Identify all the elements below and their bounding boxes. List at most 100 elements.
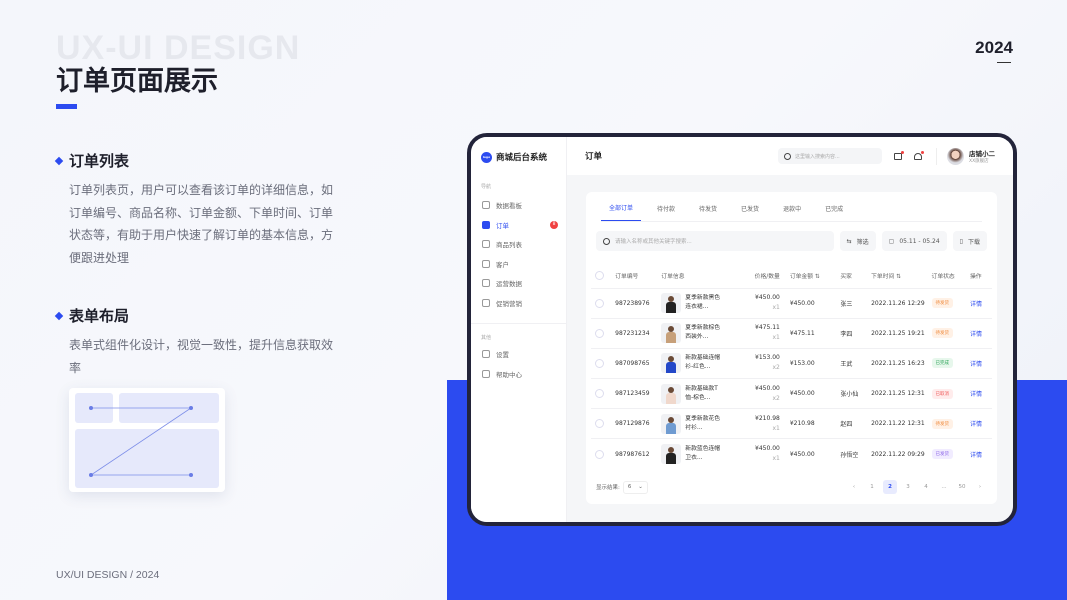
filter-button[interactable]: ⇆ 筛选 [839, 231, 876, 251]
order-amount: ¥153.00 [789, 347, 841, 379]
tab-5[interactable]: 已完成 [825, 206, 844, 213]
calendar-icon: ▢ [888, 237, 895, 245]
price-quantity: ¥210.98 x1 [740, 408, 790, 439]
page-50[interactable]: 50 [958, 484, 966, 490]
product: 夏季新款棕色西装外… [661, 323, 740, 344]
detail-link[interactable]: 详情 [969, 378, 992, 409]
unit-price: ¥450.00 [755, 445, 780, 453]
order-time: 2022.11.25 16:23 [871, 347, 932, 379]
buyer: 李四 [840, 317, 872, 349]
sidebar-item[interactable]: 商品列表 [479, 236, 561, 252]
order-amount: ¥450.00 [789, 438, 841, 470]
diamond-icon [54, 156, 64, 165]
page-size-select[interactable]: 6 ⌄ [622, 480, 648, 494]
detail-link[interactable]: 详情 [969, 317, 992, 349]
order-id: 987987612 [615, 438, 662, 470]
checkbox-cell [591, 378, 616, 409]
tab-3[interactable]: 已发货 [741, 206, 760, 213]
status-badge: 已取消 [931, 388, 954, 399]
row-checkbox[interactable] [595, 328, 604, 338]
row-checkbox[interactable] [595, 449, 604, 459]
chevron-right-icon[interactable]: › [978, 484, 982, 490]
page-3[interactable]: 3 [906, 484, 910, 490]
download-button[interactable]: ▯ 下载 [952, 231, 987, 251]
user-store: XX旗舰店 [969, 159, 989, 164]
checkbox-cell [591, 317, 616, 349]
checkbox-cell [591, 347, 616, 379]
sidebar-item[interactable]: 帮助中心 [479, 366, 561, 382]
column-header: 订单信息 [661, 274, 685, 281]
checkbox-cell [591, 408, 616, 439]
sidebar-item[interactable]: 促销营销 [479, 295, 561, 311]
order-time: 2022.11.22 12:31 [871, 408, 932, 439]
sidebar-item[interactable]: 设置 [479, 346, 561, 362]
order-id: 987129876 [615, 408, 662, 439]
nav-icon [482, 240, 490, 248]
detail-link[interactable]: 详情 [969, 408, 992, 439]
section-heading-text: 订单列表 [69, 152, 130, 170]
page-4[interactable]: 4 [924, 484, 928, 490]
product-name: 夏季新款黑色连衣裙… [685, 295, 721, 311]
checkbox-cell [591, 438, 616, 470]
product: 新款基础款T恤-棕色… [661, 383, 740, 404]
page-...[interactable]: ... [941, 484, 947, 490]
tab-1[interactable]: 待付款 [657, 206, 676, 213]
divider [471, 323, 566, 324]
quantity: x1 [772, 334, 780, 342]
column-header: 买家 [840, 274, 852, 281]
status-badge: 已完成 [931, 358, 954, 369]
product-image [661, 323, 682, 344]
sidebar: logo 商城后台系统 导航 数据看板 订单 8 商品列表 客户 运营数据 促销营销 设置 帮助中… [471, 137, 567, 522]
row-checkbox[interactable] [595, 419, 604, 429]
mail-icon[interactable] [894, 150, 904, 160]
product-image [661, 413, 682, 434]
page-2[interactable]: 2 [883, 480, 897, 494]
date-range-picker[interactable]: ▢ 05.11 - 05.24 [881, 231, 947, 251]
price-quantity: ¥450.00 x1 [740, 287, 790, 319]
layout-diagram [75, 393, 219, 488]
filter-placeholder: 请输入名称或其他关键字搜索... [615, 239, 692, 245]
nav-icon [482, 369, 490, 378]
user-menu[interactable]: 店铺小二 XX旗舰店 [936, 147, 995, 165]
bell-icon[interactable] [914, 150, 924, 160]
detail-link[interactable]: 详情 [969, 438, 992, 470]
order-info: 新款蓝色连帽卫衣… [661, 438, 741, 470]
row-checkbox[interactable] [595, 389, 604, 399]
row-checkbox[interactable] [595, 298, 604, 308]
tab-2[interactable]: 待发货 [699, 206, 718, 213]
sidebar-item[interactable]: 数据看板 [479, 197, 561, 213]
quantity: x2 [772, 364, 780, 372]
tab-0[interactable]: 全部订单 [601, 203, 642, 221]
status-cell: 待发货 [931, 408, 970, 439]
order-info: 新款基础连帽衫-红色… [661, 347, 741, 379]
select-all-checkbox[interactable] [595, 271, 604, 281]
tab-4[interactable]: 退款中 [783, 206, 802, 213]
chevron-left-icon[interactable]: ‹ [852, 484, 856, 490]
app-logo[interactable]: logo 商城后台系统 [481, 151, 547, 163]
nav-icon [482, 220, 490, 229]
section-heading: 表单布局 [54, 305, 129, 326]
sidebar-item[interactable]: 运营数据 [479, 275, 561, 291]
orders-table: 订单编号 订单信息 价格/数量 订单金额 ⇅ 买家 下单时间 ⇅ 订单状态 操作 9872389… [591, 264, 992, 470]
global-search-input[interactable]: 这里输入搜索内容... [778, 148, 882, 164]
sidebar-item[interactable]: 客户 [479, 256, 561, 272]
title-underline [56, 104, 77, 109]
order-amount: ¥450.00 [789, 287, 841, 319]
product-name: 新款基础款T恤-棕色… [685, 385, 718, 401]
detail-link[interactable]: 详情 [969, 287, 992, 319]
device-frame: logo 商城后台系统 导航 数据看板 订单 8 商品列表 客户 运营数据 促销营销 设置 帮助中… [467, 133, 1017, 526]
row-checkbox[interactable] [595, 358, 604, 368]
product: 新款蓝色连帽卫衣… [661, 444, 740, 465]
order-id: 987098765 [615, 347, 662, 379]
sidebar-item-label: 订单 [496, 221, 509, 230]
filter-label: 筛选 [856, 238, 869, 246]
page-1[interactable]: 1 [870, 484, 874, 490]
product-name: 夏季新款花色衬衫… [685, 415, 721, 431]
sidebar-item[interactable]: 订单 8 [479, 217, 561, 233]
order-search-input[interactable]: 请输入名称或其他关键字搜索... [596, 231, 834, 251]
detail-link[interactable]: 详情 [969, 347, 992, 379]
order-info: 夏季新款棕色西装外… [661, 317, 741, 349]
buyer: 孙悟空 [840, 438, 872, 470]
diamond-icon [54, 311, 64, 320]
quantity: x1 [772, 424, 780, 432]
